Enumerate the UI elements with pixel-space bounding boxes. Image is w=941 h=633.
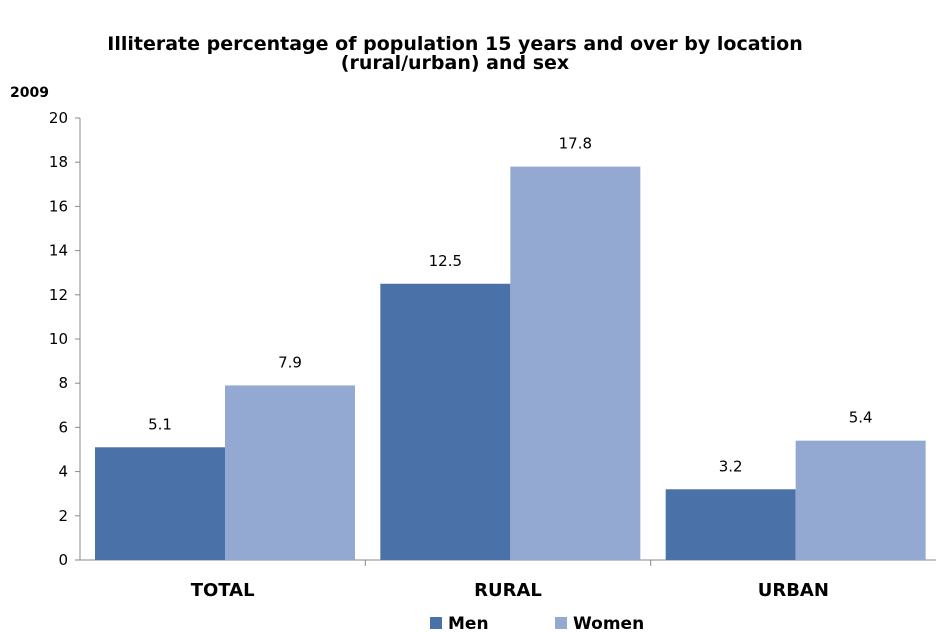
data-label: 12.5 — [429, 252, 462, 270]
data-label: 17.8 — [559, 135, 592, 153]
y-tick-label: 10 — [49, 330, 68, 348]
x-tick-label: TOTAL — [191, 580, 255, 601]
y-tick-label: 20 — [49, 109, 68, 127]
bar-women-rural — [510, 166, 641, 560]
data-label: 5.1 — [148, 415, 172, 433]
chart-title-line-2: (rural/urban) and sex — [341, 52, 569, 74]
bar-men-rural — [380, 283, 511, 560]
y-tick-label: 16 — [49, 197, 68, 215]
y-tick-label: 18 — [49, 153, 68, 171]
x-tick-label: URBAN — [758, 580, 829, 601]
y-tick-label: 2 — [58, 507, 68, 525]
y-tick-label: 12 — [49, 286, 68, 304]
y-tick-label: 14 — [49, 242, 68, 260]
legend: Men Women — [430, 614, 644, 633]
data-label: 3.2 — [719, 457, 743, 475]
legend-label-women: Women — [573, 614, 644, 633]
bar-men-total — [95, 447, 225, 560]
legend-label-men: Men — [448, 614, 489, 633]
y-tick-label: 4 — [58, 463, 68, 481]
data-label: 5.4 — [849, 409, 873, 427]
bar-men-urban — [665, 489, 796, 560]
y-tick-label: 6 — [58, 418, 68, 436]
bar-women-urban — [795, 440, 926, 560]
data-label: 7.9 — [278, 353, 302, 371]
x-tick-label: RURAL — [474, 580, 542, 601]
chart-title-line-1: Illiterate percentage of population 15 y… — [107, 33, 802, 55]
bars: 5.1 7.9 12.5 17.8 3.2 5.4 — [95, 135, 926, 560]
y-tick-label: 0 — [58, 551, 68, 569]
year-label: 2009 — [10, 85, 49, 101]
bar-women-total — [225, 385, 355, 560]
x-axis-ticks: TOTAL RURAL URBAN — [191, 560, 829, 601]
legend-swatch-men — [430, 617, 442, 629]
y-axis-ticks: 0 2 4 6 8 10 12 14 16 18 20 — [49, 109, 80, 569]
legend-swatch-women — [555, 617, 567, 629]
y-tick-label: 8 — [58, 374, 68, 392]
